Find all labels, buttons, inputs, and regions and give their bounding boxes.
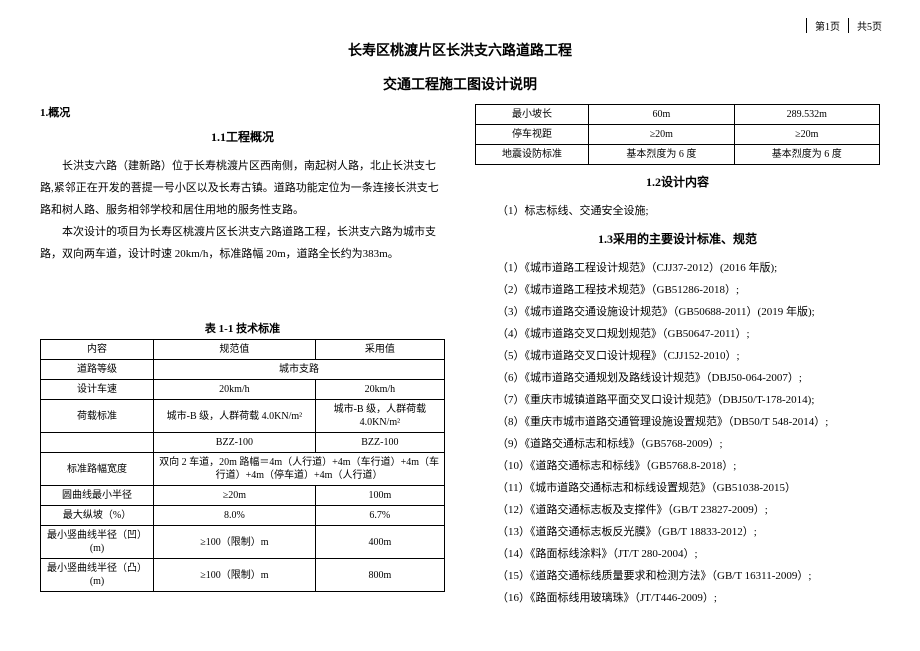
standard-item: （4）《城市道路交叉口规划规范》（GB50647-2011）; [475,323,880,345]
standards-list: （1）《城市道路工程设计规范》（CJJ37-2012）(2016 年版);（2）… [475,257,880,609]
table-cell: 400m [315,526,444,559]
table-cell: 双向 2 车道，20m 路幅＝4m（人行道）+4m（车行道）+4m（车行道）+4… [154,453,445,486]
table-cell: ≥100（限制）m [154,559,316,592]
design-content-item: （1）标志标线、交通安全设施; [475,200,880,222]
page-header: 第1页 共5页 [806,18,890,33]
standard-item: （11）《城市道路交通标志和标线设置规范》（GB51038-2015） [475,477,880,499]
table-cell: 最小竖曲线半径（凸）(m) [41,559,154,592]
standard-item: （12）《道路交通标志板及支撑件》（GB/T 23827-2009）; [475,499,880,521]
page-total: 共5页 [848,18,890,33]
table-cell: 城市-B 级，人群荷载 4.0KN/m² [315,400,444,433]
table-cell: ≥100（限制）m [154,526,316,559]
standard-item: （9）《道路交通标志和标线》（GB5768-2009）; [475,433,880,455]
table-cell: 基本烈度为 6 度 [734,145,879,165]
table-cell: 最大纵坡（%） [41,506,154,526]
standard-item: （6）《城市道路交通规划及路线设计规范》（DBJ50-064-2007）; [475,367,880,389]
table-cell: 60m [589,105,734,125]
table-cell: 最小竖曲线半径（凹）(m) [41,526,154,559]
table-cell: 20km/h [154,380,316,400]
section-1: 1.概况 [40,104,445,120]
standard-item: （15）《道路交通标线质量要求和检测方法》（GB/T 16311-2009）; [475,565,880,587]
section-1-3: 1.3采用的主要设计标准、规范 [475,230,880,247]
standard-item: （14）《路面标线涂料》（JT/T 280-2004）; [475,543,880,565]
table-header-cell: 采用值 [315,340,444,360]
table-cell: 基本烈度为 6 度 [589,145,734,165]
paragraph-1: 长洪支六路（建新路）位于长寿桃渡片区西南侧，南起树人路，北止长洪支七路,紧邻正在… [40,155,445,221]
table-cell: 20km/h [315,380,444,400]
section-1-1: 1.1工程概况 [40,128,445,145]
standard-item: （2）《城市道路工程技术规范》（GB51286-2018）; [475,279,880,301]
table-1-1-caption: 表 1-1 技术标准 [40,320,445,336]
tech-standards-table-cont: 最小坡长60m289.532m停车视距≥20m≥20m地震设防标准基本烈度为 6… [475,104,880,165]
standard-item: （5）《城市道路交叉口设计规程》（CJJ152-2010）; [475,345,880,367]
standard-item: （1）《城市道路工程设计规范》（CJJ37-2012）(2016 年版); [475,257,880,279]
table-cell: ≥20m [734,125,879,145]
standard-item: （7）《重庆市城镇道路平面交叉口设计规范》（DBJ50/T-178-2014); [475,389,880,411]
right-column: 最小坡长60m289.532m停车视距≥20m≥20m地震设防标准基本烈度为 6… [475,104,880,609]
doc-title: 长寿区桃渡片区长洪支六路道路工程 [40,40,880,60]
table-cell: 289.532m [734,105,879,125]
table-cell: 城市支路 [154,360,445,380]
table-cell: 城市-B 级，人群荷载 4.0KN/m² [154,400,316,433]
table-cell: 最小坡长 [476,105,589,125]
table-cell: 荷载标准 [41,400,154,433]
content-columns: 1.概况 1.1工程概况 长洪支六路（建新路）位于长寿桃渡片区西南侧，南起树人路… [40,104,880,609]
standard-item: （3）《城市道路交通设施设计规范》（GB50688-2011）(2019 年版)… [475,301,880,323]
table-cell: 圆曲线最小半径 [41,486,154,506]
standard-item: （10）《道路交通标志和标线》（GB5768.8-2018）; [475,455,880,477]
standard-item: （16）《路面标线用玻璃珠》（JT/T446-2009）; [475,587,880,609]
table-cell: 8.0% [154,506,316,526]
doc-subtitle: 交通工程施工图设计说明 [40,74,880,94]
table-cell: BZZ-100 [154,433,316,453]
standard-item: （8）《重庆市城市道路交通管理设施设置规范》（DB50/T 548-2014）; [475,411,880,433]
table-cell: ≥20m [589,125,734,145]
page-current: 第1页 [806,18,848,33]
table-cell: 地震设防标准 [476,145,589,165]
table-cell: 6.7% [315,506,444,526]
standard-item: （13）《道路交通标志板反光膜》（GB/T 18833-2012）; [475,521,880,543]
left-column: 1.概况 1.1工程概况 长洪支六路（建新路）位于长寿桃渡片区西南侧，南起树人路… [40,104,445,609]
table-cell: 800m [315,559,444,592]
table-header-cell: 规范值 [154,340,316,360]
table-header-cell: 内容 [41,340,154,360]
section-1-2: 1.2设计内容 [475,173,880,190]
table-cell [41,433,154,453]
table-cell: 100m [315,486,444,506]
table-cell: 设计车速 [41,380,154,400]
paragraph-2: 本次设计的项目为长寿区桃渡片区长洪支六路道路工程，长洪支六路为城市支路，双向两车… [40,221,445,265]
table-cell: 道路等级 [41,360,154,380]
table-cell: BZZ-100 [315,433,444,453]
table-cell: ≥20m [154,486,316,506]
tech-standards-table: 内容规范值采用值道路等级城市支路设计车速20km/h20km/h荷载标准城市-B… [40,339,445,592]
table-cell: 标准路幅宽度 [41,453,154,486]
table-cell: 停车视距 [476,125,589,145]
